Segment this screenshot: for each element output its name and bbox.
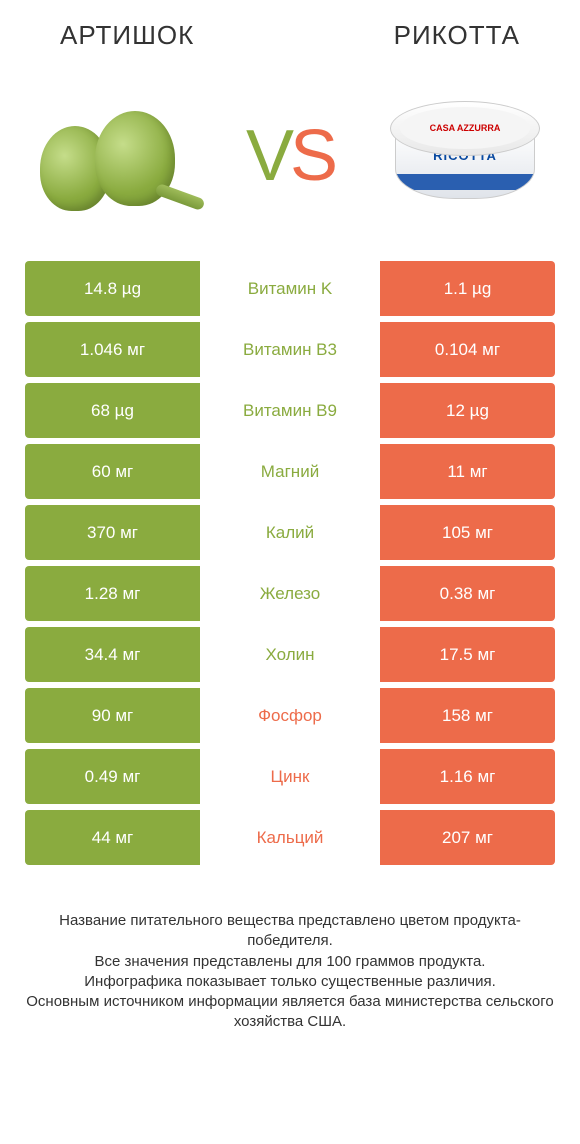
cell-nutrient: Калий: [200, 505, 380, 560]
comparison-table: 14.8 µgВитамин K1.1 µg 1.046 мгВитамин B3…: [0, 261, 580, 865]
footer-line: Название питательного вещества представл…: [25, 911, 555, 952]
table-row: 1.046 мгВитамин B30.104 мг: [25, 322, 555, 377]
cell-right: 207 мг: [380, 810, 555, 865]
cell-nutrient: Витамин K: [200, 261, 380, 316]
ricotta-brand: CASA AZZURRA: [400, 107, 530, 149]
cell-right: 17.5 мг: [380, 627, 555, 682]
cell-right: 158 мг: [380, 688, 555, 743]
cell-right: 1.16 мг: [380, 749, 555, 804]
cell-right: 1.1 µg: [380, 261, 555, 316]
cell-left: 1.046 мг: [25, 322, 200, 377]
table-row: 60 мгМагний11 мг: [25, 444, 555, 499]
cell-nutrient: Железо: [200, 566, 380, 621]
footer-line: Основным источником информации является …: [25, 992, 555, 1033]
footer-note: Название питательного вещества представл…: [0, 871, 580, 1033]
cell-nutrient: Кальций: [200, 810, 380, 865]
cell-nutrient: Цинк: [200, 749, 380, 804]
artichoke-image: [30, 86, 200, 226]
header: АРТИШОК РИКОТТА: [0, 0, 580, 61]
cell-nutrient: Магний: [200, 444, 380, 499]
vs-v: V: [246, 115, 290, 197]
footer-line: Все значения представлены для 100 граммо…: [25, 952, 555, 972]
cell-right: 0.104 мг: [380, 322, 555, 377]
cell-left: 34.4 мг: [25, 627, 200, 682]
title-right: РИКОТТА: [394, 20, 520, 51]
table-row: 1.28 мгЖелезо0.38 мг: [25, 566, 555, 621]
table-row: 34.4 мгХолин17.5 мг: [25, 627, 555, 682]
footer-line: Инфографика показывает только существенн…: [25, 972, 555, 992]
cell-right: 11 мг: [380, 444, 555, 499]
cell-nutrient: Витамин B3: [200, 322, 380, 377]
table-row: 0.49 мгЦинк1.16 мг: [25, 749, 555, 804]
cell-right: 0.38 мг: [380, 566, 555, 621]
table-row: 370 мгКалий105 мг: [25, 505, 555, 560]
cell-left: 60 мг: [25, 444, 200, 499]
cell-left: 14.8 µg: [25, 261, 200, 316]
cell-left: 0.49 мг: [25, 749, 200, 804]
versus-row: V S RICOTTA CASA AZZURRA: [0, 61, 580, 261]
cell-left: 1.28 мг: [25, 566, 200, 621]
cell-right: 105 мг: [380, 505, 555, 560]
cell-left: 68 µg: [25, 383, 200, 438]
cell-nutrient: Витамин B9: [200, 383, 380, 438]
cell-left: 44 мг: [25, 810, 200, 865]
table-row: 90 мгФосфор158 мг: [25, 688, 555, 743]
table-row: 68 µgВитамин B912 µg: [25, 383, 555, 438]
table-row: 44 мгКальций207 мг: [25, 810, 555, 865]
cell-left: 90 мг: [25, 688, 200, 743]
cell-right: 12 µg: [380, 383, 555, 438]
ricotta-image: RICOTTA CASA AZZURRA: [380, 86, 550, 226]
title-left: АРТИШОК: [60, 20, 194, 51]
vs-s: S: [290, 115, 334, 197]
cell-left: 370 мг: [25, 505, 200, 560]
table-row: 14.8 µgВитамин K1.1 µg: [25, 261, 555, 316]
cell-nutrient: Холин: [200, 627, 380, 682]
cell-nutrient: Фосфор: [200, 688, 380, 743]
vs-label: V S: [246, 115, 334, 197]
